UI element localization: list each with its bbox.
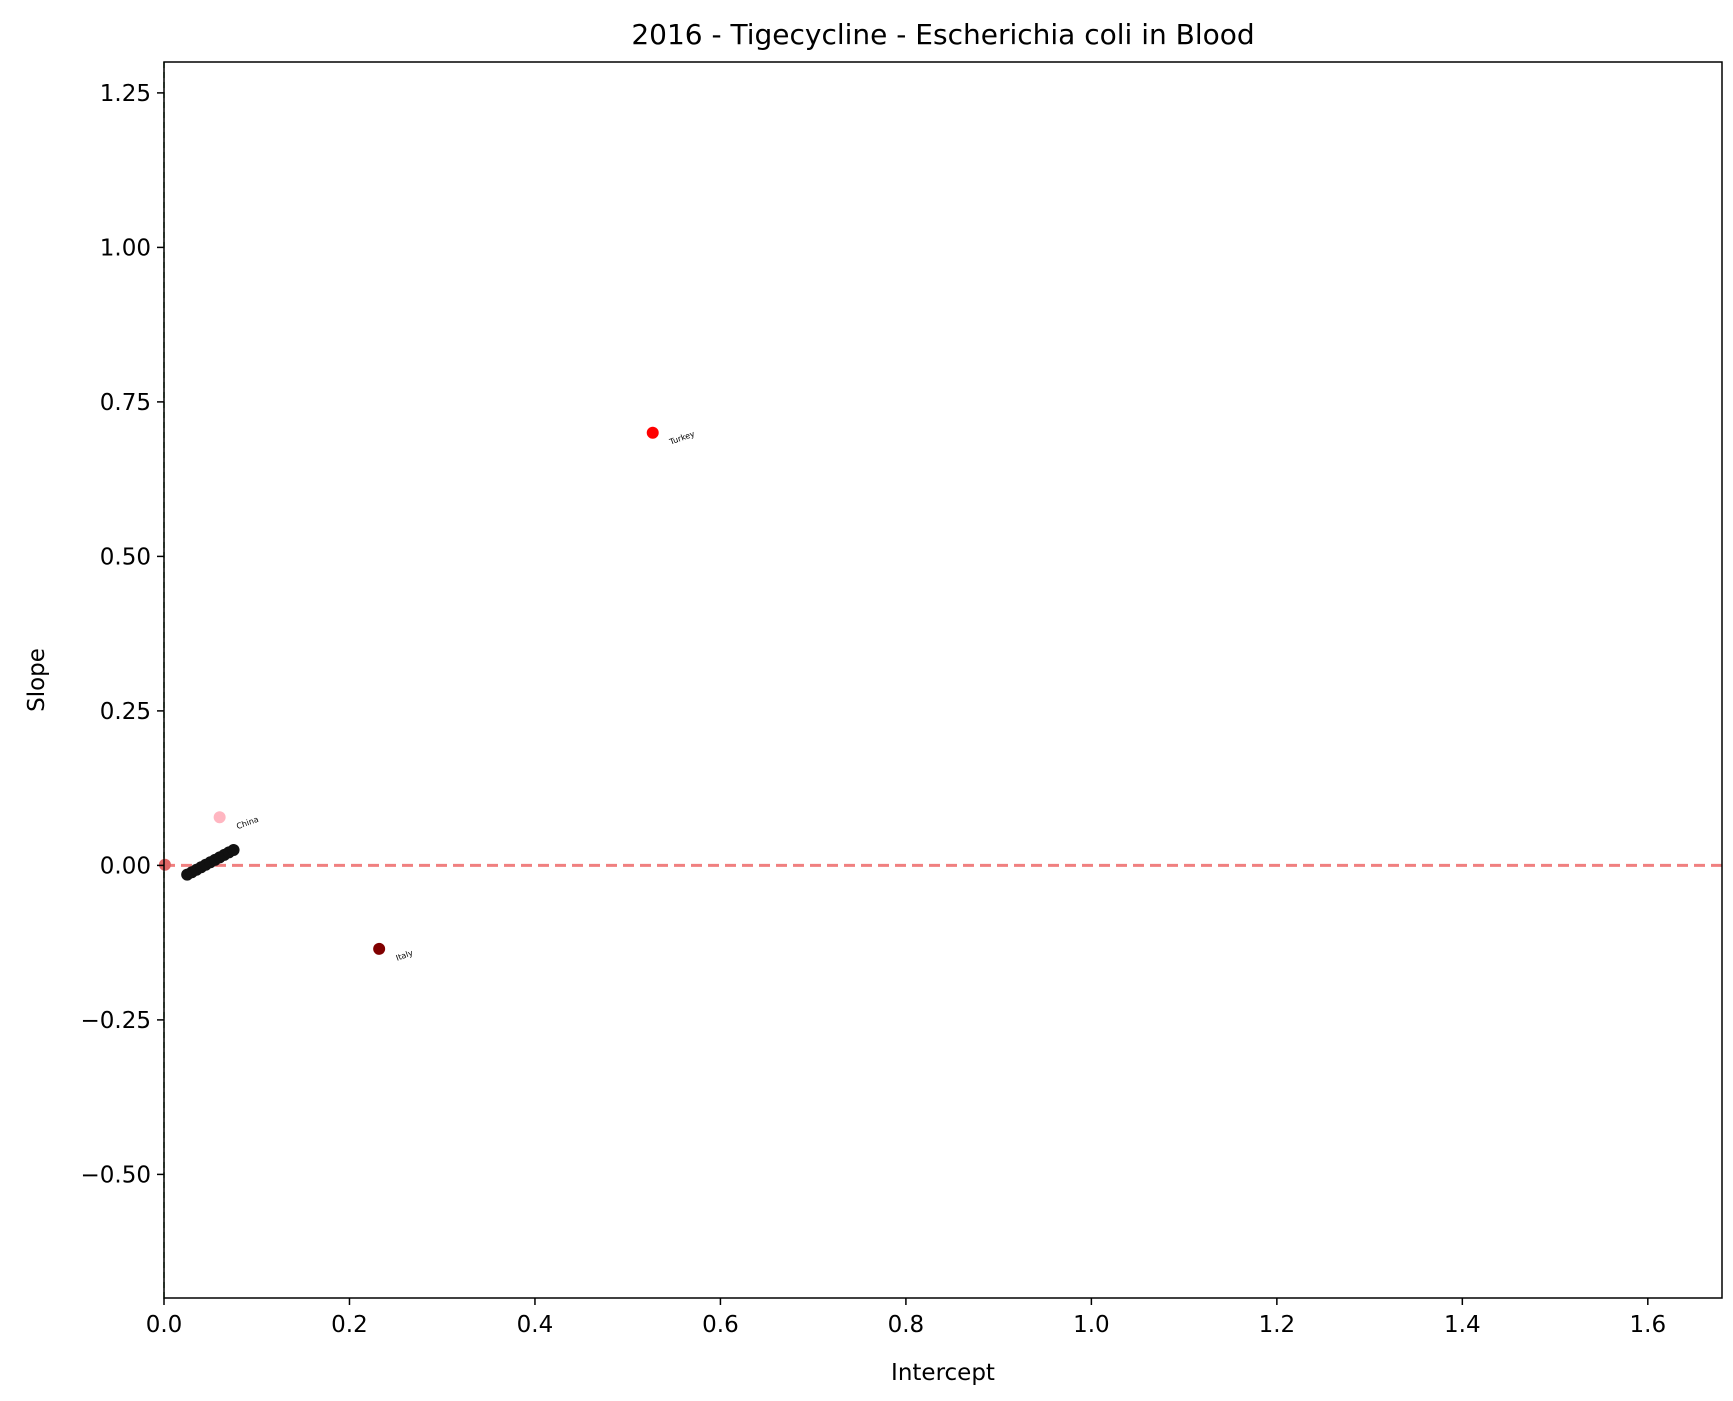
x-axis-ticks: 0.0 0.2 0.4 0.6 0.8 1.0 1.2 1.4 1.6 — [146, 1298, 1666, 1338]
data-point — [213, 811, 226, 824]
y-tick-label: 1.00 — [100, 235, 151, 261]
data-point — [227, 843, 240, 856]
plot-frame — [163, 61, 1723, 1299]
y-tick-label: 0.25 — [100, 699, 151, 725]
y-tick-label: 0.75 — [100, 390, 151, 416]
x-tick-label: 1.4 — [1444, 1312, 1481, 1338]
data-point — [158, 858, 171, 871]
data-point — [373, 942, 386, 955]
y-tick-label: 0.50 — [100, 544, 151, 570]
x-tick-label: 0.8 — [888, 1312, 925, 1338]
data-points — [158, 426, 659, 955]
y-tick-label: −0.25 — [81, 1008, 151, 1034]
x-tick-label: 0.2 — [331, 1312, 368, 1338]
data-point — [646, 426, 659, 439]
x-tick-label: 0.4 — [517, 1312, 554, 1338]
x-tick-label: 1.6 — [1630, 1312, 1667, 1338]
y-tick-label: −0.50 — [81, 1162, 151, 1188]
y-axis-label: Slope — [24, 648, 50, 712]
y-tick-label: 0.00 — [100, 853, 151, 879]
x-tick-label: 0.0 — [146, 1312, 183, 1338]
x-tick-label: 1.0 — [1073, 1312, 1110, 1338]
chart-title: 2016 - Tigecycline - Escherichia coli in… — [631, 18, 1254, 51]
x-tick-label: 0.6 — [702, 1312, 739, 1338]
x-tick-label: 1.2 — [1259, 1312, 1296, 1338]
x-axis-label: Intercept — [891, 1360, 995, 1386]
y-axis-ticks: −0.50 −0.25 0.00 0.25 0.50 0.75 1.00 1.25 — [81, 81, 164, 1188]
y-tick-label: 1.25 — [100, 81, 151, 107]
